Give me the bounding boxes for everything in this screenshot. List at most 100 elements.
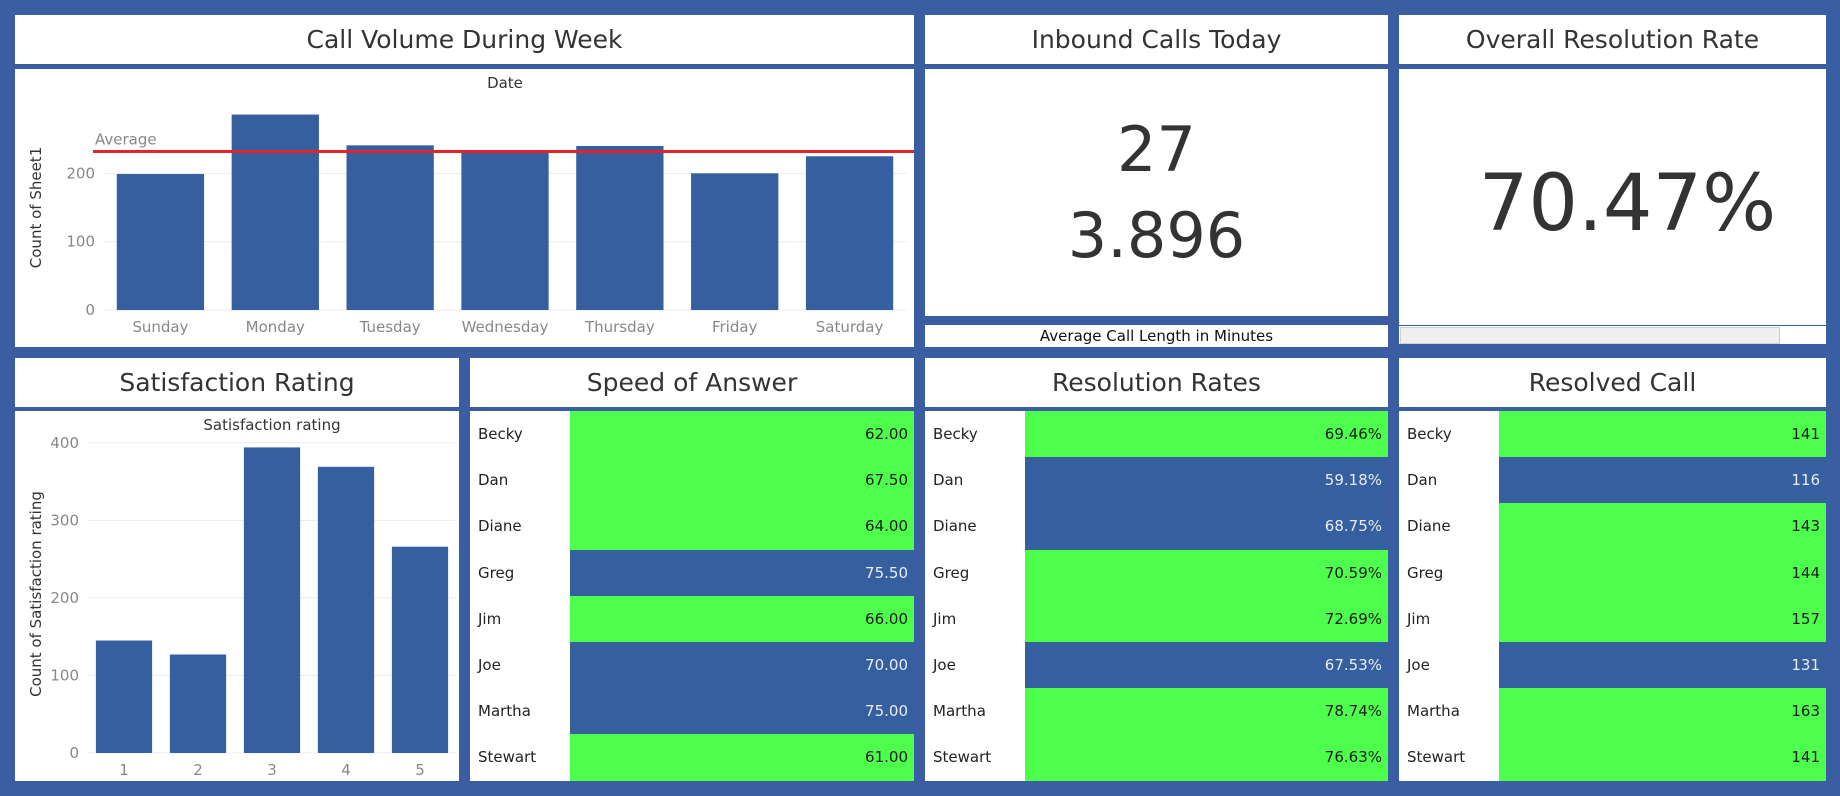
y-axis-label: Count of Sheet1 bbox=[27, 147, 45, 268]
row-value: 66.00 bbox=[570, 595, 914, 642]
avg-call-length-label: Average Call Length in Minutes bbox=[925, 325, 1388, 347]
x-tick-label: Monday bbox=[246, 318, 305, 336]
row-value: 131 bbox=[1499, 642, 1826, 689]
row-name: Diane bbox=[1399, 503, 1499, 550]
overall-resolution-scrollbar-thumb[interactable] bbox=[1400, 327, 1780, 344]
table-row: Joe 67.53% bbox=[925, 642, 1388, 689]
bar bbox=[95, 640, 153, 753]
table-row: Becky 69.46% bbox=[925, 411, 1388, 458]
bar bbox=[317, 466, 375, 753]
table-row: Dan 67.50 bbox=[470, 457, 914, 504]
speed-title: Speed of Answer bbox=[470, 358, 914, 407]
row-value: 69.46% bbox=[1025, 411, 1388, 458]
row-name: Martha bbox=[925, 688, 1025, 735]
table-row: Jim 157 bbox=[1399, 595, 1826, 642]
row-name: Jim bbox=[925, 595, 1025, 642]
x-tick-label: Wednesday bbox=[462, 318, 549, 336]
avg-call-length-value: 3.896 bbox=[1067, 199, 1246, 272]
satisfaction-title: Satisfaction Rating bbox=[15, 358, 459, 407]
table-row: Dan 116 bbox=[1399, 457, 1826, 504]
row-value: 78.74% bbox=[1025, 688, 1388, 735]
row-value: 64.00 bbox=[570, 503, 914, 550]
table-row: Jim 66.00 bbox=[470, 595, 914, 642]
x-tick-label: 2 bbox=[193, 761, 203, 779]
row-value: 67.53% bbox=[1025, 642, 1388, 689]
row-name: Martha bbox=[1399, 688, 1499, 735]
bar bbox=[576, 146, 664, 310]
row-value: 116 bbox=[1499, 457, 1826, 504]
bar bbox=[346, 145, 434, 310]
row-value: 70.00 bbox=[570, 642, 914, 689]
chart-title: Satisfaction rating bbox=[203, 416, 340, 434]
y-tick-label: 200 bbox=[66, 164, 95, 182]
overall-resolution-value: 70.47% bbox=[1478, 159, 1777, 249]
table-row: Diane 143 bbox=[1399, 503, 1826, 550]
y-tick-label: 100 bbox=[66, 233, 95, 251]
row-name: Stewart bbox=[1399, 734, 1499, 781]
satisfaction-chart: 0 100 200 300 400 Satisfaction rating Count of… bbox=[27, 416, 457, 779]
row-value: 157 bbox=[1499, 595, 1826, 642]
row-name: Martha bbox=[470, 688, 570, 735]
row-value: 59.18% bbox=[1025, 457, 1388, 504]
y-tick-label: 400 bbox=[50, 434, 79, 452]
x-tick-label: Thursday bbox=[584, 318, 655, 336]
row-value: 61.00 bbox=[570, 734, 914, 781]
table-row: Martha 75.00 bbox=[470, 688, 914, 735]
table-row: Becky 141 bbox=[1399, 411, 1826, 458]
y-tick-label: 200 bbox=[50, 589, 79, 607]
inbound-calls-title: Inbound Calls Today bbox=[925, 15, 1388, 64]
row-name: Dan bbox=[1399, 457, 1499, 504]
row-name: Jim bbox=[1399, 595, 1499, 642]
x-tick-label: 4 bbox=[341, 761, 351, 779]
row-name: Stewart bbox=[925, 734, 1025, 781]
row-value: 72.69% bbox=[1025, 595, 1388, 642]
table-row: Joe 70.00 bbox=[470, 642, 914, 689]
row-name: Stewart bbox=[470, 734, 570, 781]
row-value: 75.50 bbox=[570, 549, 914, 596]
x-tick-label: Sunday bbox=[132, 318, 188, 336]
bar bbox=[169, 654, 227, 753]
table-row: Greg 75.50 bbox=[470, 549, 914, 596]
row-name: Joe bbox=[1399, 642, 1499, 689]
x-tick-label: 5 bbox=[415, 761, 425, 779]
call-volume-title: Call Volume During Week bbox=[15, 15, 914, 64]
row-name: Jim bbox=[470, 595, 570, 642]
table-row: Dan 59.18% bbox=[925, 457, 1388, 504]
row-value: 68.75% bbox=[1025, 503, 1388, 550]
rates-table: Becky 69.46% Dan 59.18% Diane 68.75% Greg 70.59… bbox=[925, 411, 1388, 781]
row-value: 143 bbox=[1499, 503, 1826, 550]
y-tick-label: 300 bbox=[50, 511, 79, 529]
row-name: Dan bbox=[925, 457, 1025, 504]
inbound-calls-panel: 27 3.896 bbox=[925, 69, 1388, 316]
bar bbox=[691, 173, 779, 310]
row-name: Greg bbox=[1399, 549, 1499, 596]
row-name: Dan bbox=[470, 457, 570, 504]
average-line-label: Average bbox=[95, 130, 157, 148]
table-row: Diane 64.00 bbox=[470, 503, 914, 550]
row-value: 144 bbox=[1499, 549, 1826, 596]
row-value: 141 bbox=[1499, 734, 1826, 781]
x-tick-label: Friday bbox=[712, 318, 758, 336]
satisfaction-chart-panel: 0 100 200 300 400 Satisfaction rating Count of… bbox=[15, 411, 459, 781]
inbound-calls-value: 27 bbox=[1117, 113, 1196, 186]
row-name: Greg bbox=[925, 549, 1025, 596]
call-volume-chart-panel: 0 100 200 Date Count of Sheet1 Sunday Monday Tu… bbox=[15, 69, 927, 347]
bar bbox=[231, 114, 319, 310]
speed-table: Becky 62.00 Dan 67.50 Diane 64.00 Greg 75.50 Jim… bbox=[470, 411, 914, 781]
row-name: Becky bbox=[1399, 411, 1499, 458]
table-row: Jim 72.69% bbox=[925, 595, 1388, 642]
bar bbox=[243, 447, 301, 753]
table-row: Diane 68.75% bbox=[925, 503, 1388, 550]
table-row: Becky 62.00 bbox=[470, 411, 914, 458]
row-name: Joe bbox=[470, 642, 570, 689]
table-row: Martha 78.74% bbox=[925, 688, 1388, 735]
y-tick-label: 100 bbox=[50, 666, 79, 684]
row-name: Becky bbox=[470, 411, 570, 458]
table-row: Greg 70.59% bbox=[925, 549, 1388, 596]
resolved-title: Resolved Call bbox=[1399, 358, 1826, 407]
y-axis-label: Count of Satisfaction rating bbox=[27, 491, 45, 697]
bar bbox=[116, 174, 205, 310]
table-row: Martha 163 bbox=[1399, 688, 1826, 735]
bar bbox=[461, 152, 549, 310]
overall-resolution-scrollbar-track[interactable] bbox=[1399, 326, 1826, 344]
